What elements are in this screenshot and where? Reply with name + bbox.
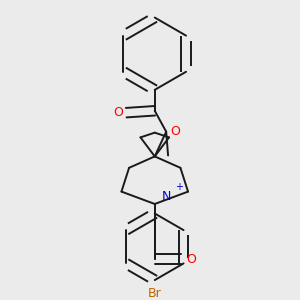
Text: N: N [161,190,171,203]
Text: Br: Br [148,287,162,300]
Text: +: + [175,182,182,192]
Text: O: O [186,253,196,266]
Text: O: O [171,125,181,138]
Text: O: O [114,106,124,119]
